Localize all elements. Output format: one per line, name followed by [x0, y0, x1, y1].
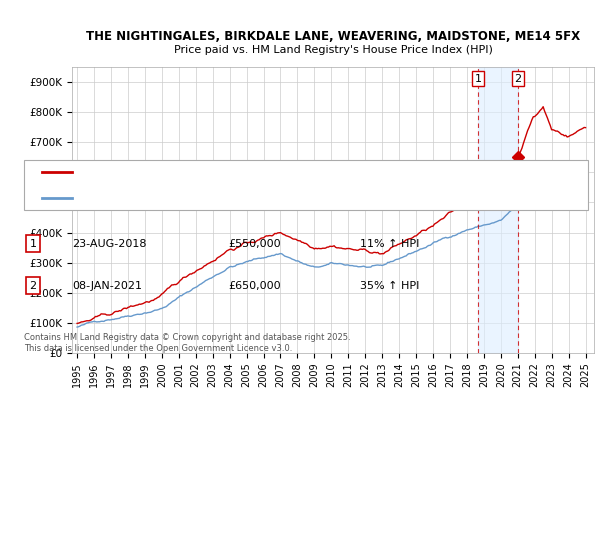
Text: Contains HM Land Registry data © Crown copyright and database right 2025.
This d: Contains HM Land Registry data © Crown c…: [24, 333, 350, 353]
Text: THE NIGHTINGALES, BIRKDALE LANE, WEAVERING, MAIDSTONE, ME14 5FX (detached house): THE NIGHTINGALES, BIRKDALE LANE, WEAVERI…: [78, 167, 495, 176]
Text: 1: 1: [475, 73, 481, 83]
Text: 08-JAN-2021: 08-JAN-2021: [72, 281, 142, 291]
Text: 35% ↑ HPI: 35% ↑ HPI: [360, 281, 419, 291]
Text: £650,000: £650,000: [228, 281, 281, 291]
Text: Price paid vs. HM Land Registry's House Price Index (HPI): Price paid vs. HM Land Registry's House …: [173, 45, 493, 55]
Text: 23-AUG-2018: 23-AUG-2018: [72, 239, 146, 249]
Text: 1: 1: [29, 239, 37, 249]
Text: 2: 2: [29, 281, 37, 291]
Text: HPI: Average price, detached house, Maidstone: HPI: Average price, detached house, Maid…: [78, 193, 292, 202]
Text: 11% ↑ HPI: 11% ↑ HPI: [360, 239, 419, 249]
Text: 2: 2: [514, 73, 521, 83]
Text: £550,000: £550,000: [228, 239, 281, 249]
Text: THE NIGHTINGALES, BIRKDALE LANE, WEAVERING, MAIDSTONE, ME14 5FX: THE NIGHTINGALES, BIRKDALE LANE, WEAVERI…: [86, 30, 580, 43]
